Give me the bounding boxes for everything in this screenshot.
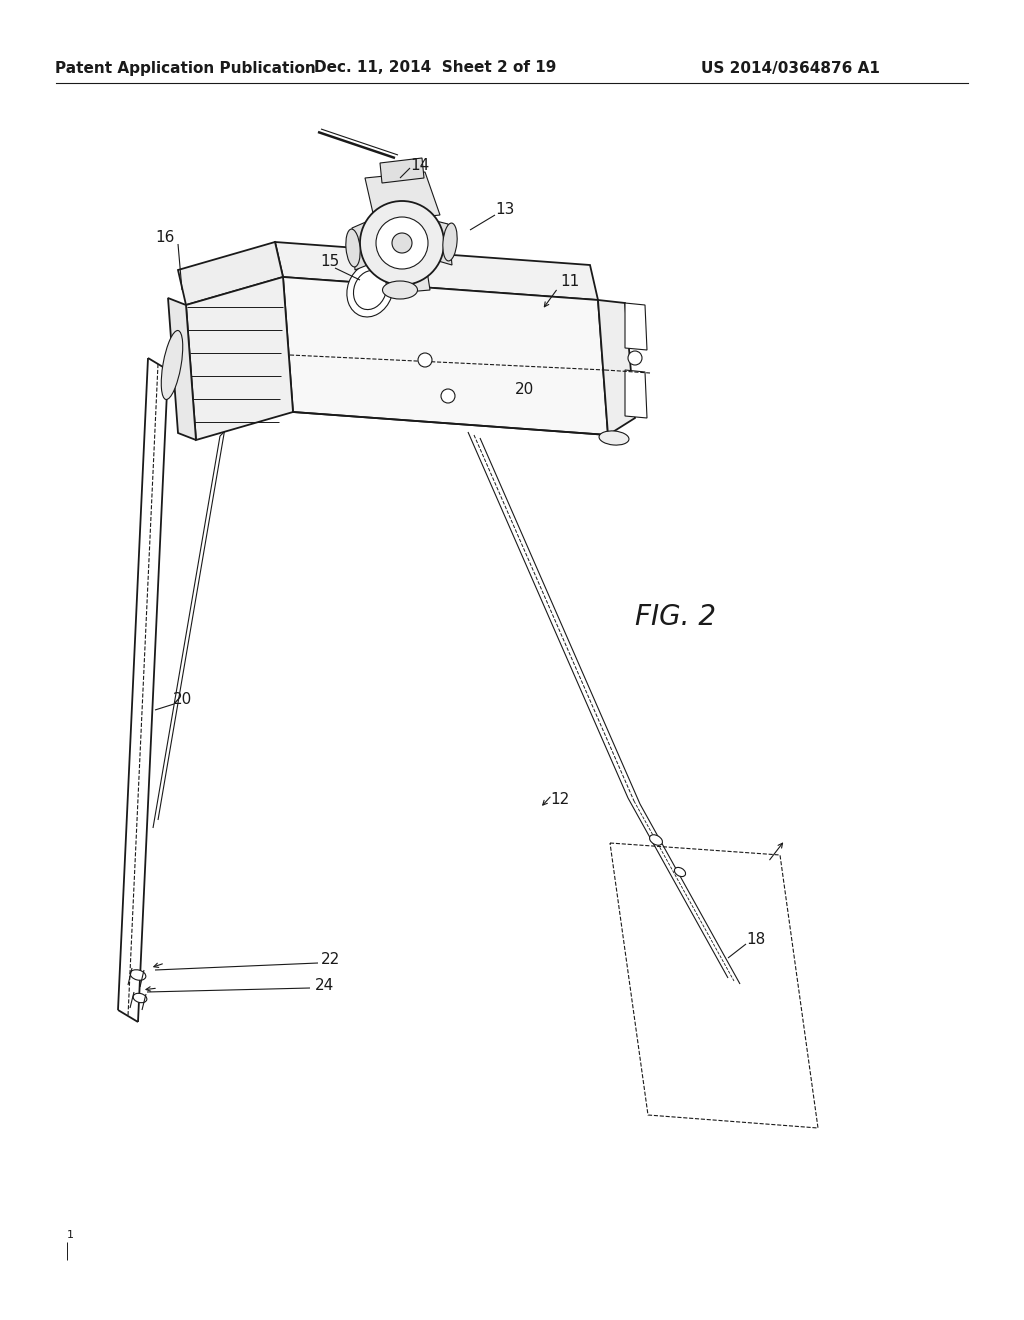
Polygon shape [168, 298, 196, 440]
Text: 14: 14 [411, 157, 430, 173]
Ellipse shape [383, 281, 418, 300]
Text: 13: 13 [496, 202, 515, 218]
Polygon shape [283, 277, 608, 436]
Ellipse shape [442, 223, 457, 261]
Text: FIG. 2: FIG. 2 [635, 603, 716, 631]
Text: 20: 20 [173, 693, 193, 708]
Polygon shape [380, 158, 424, 183]
Polygon shape [625, 304, 647, 350]
Polygon shape [372, 257, 430, 294]
Text: 12: 12 [550, 792, 569, 808]
Text: 16: 16 [156, 231, 175, 246]
Text: 18: 18 [746, 932, 766, 948]
Text: 24: 24 [315, 978, 335, 993]
Ellipse shape [353, 271, 386, 310]
Text: 11: 11 [560, 275, 580, 289]
Ellipse shape [161, 330, 182, 400]
Ellipse shape [347, 263, 393, 317]
Polygon shape [352, 218, 380, 271]
Ellipse shape [346, 230, 360, 267]
Text: 1: 1 [67, 1230, 74, 1239]
Circle shape [392, 234, 412, 253]
Circle shape [360, 201, 444, 285]
Ellipse shape [599, 430, 629, 445]
Circle shape [441, 389, 455, 403]
Polygon shape [424, 218, 452, 265]
Polygon shape [275, 242, 598, 300]
Circle shape [628, 351, 642, 366]
Text: 20: 20 [515, 383, 535, 397]
Ellipse shape [130, 970, 145, 981]
Text: 22: 22 [321, 953, 340, 968]
Text: 15: 15 [321, 255, 340, 269]
Polygon shape [610, 843, 818, 1129]
Polygon shape [118, 358, 168, 1022]
Polygon shape [625, 370, 647, 418]
Polygon shape [186, 277, 293, 440]
Polygon shape [178, 242, 283, 305]
Circle shape [376, 216, 428, 269]
Text: Patent Application Publication: Patent Application Publication [54, 61, 315, 75]
Ellipse shape [675, 867, 685, 876]
Text: Dec. 11, 2014  Sheet 2 of 19: Dec. 11, 2014 Sheet 2 of 19 [313, 61, 556, 75]
Ellipse shape [133, 993, 146, 1003]
Text: US 2014/0364876 A1: US 2014/0364876 A1 [700, 61, 880, 75]
Polygon shape [598, 300, 635, 436]
Ellipse shape [649, 834, 663, 845]
Polygon shape [365, 172, 440, 222]
Circle shape [418, 352, 432, 367]
